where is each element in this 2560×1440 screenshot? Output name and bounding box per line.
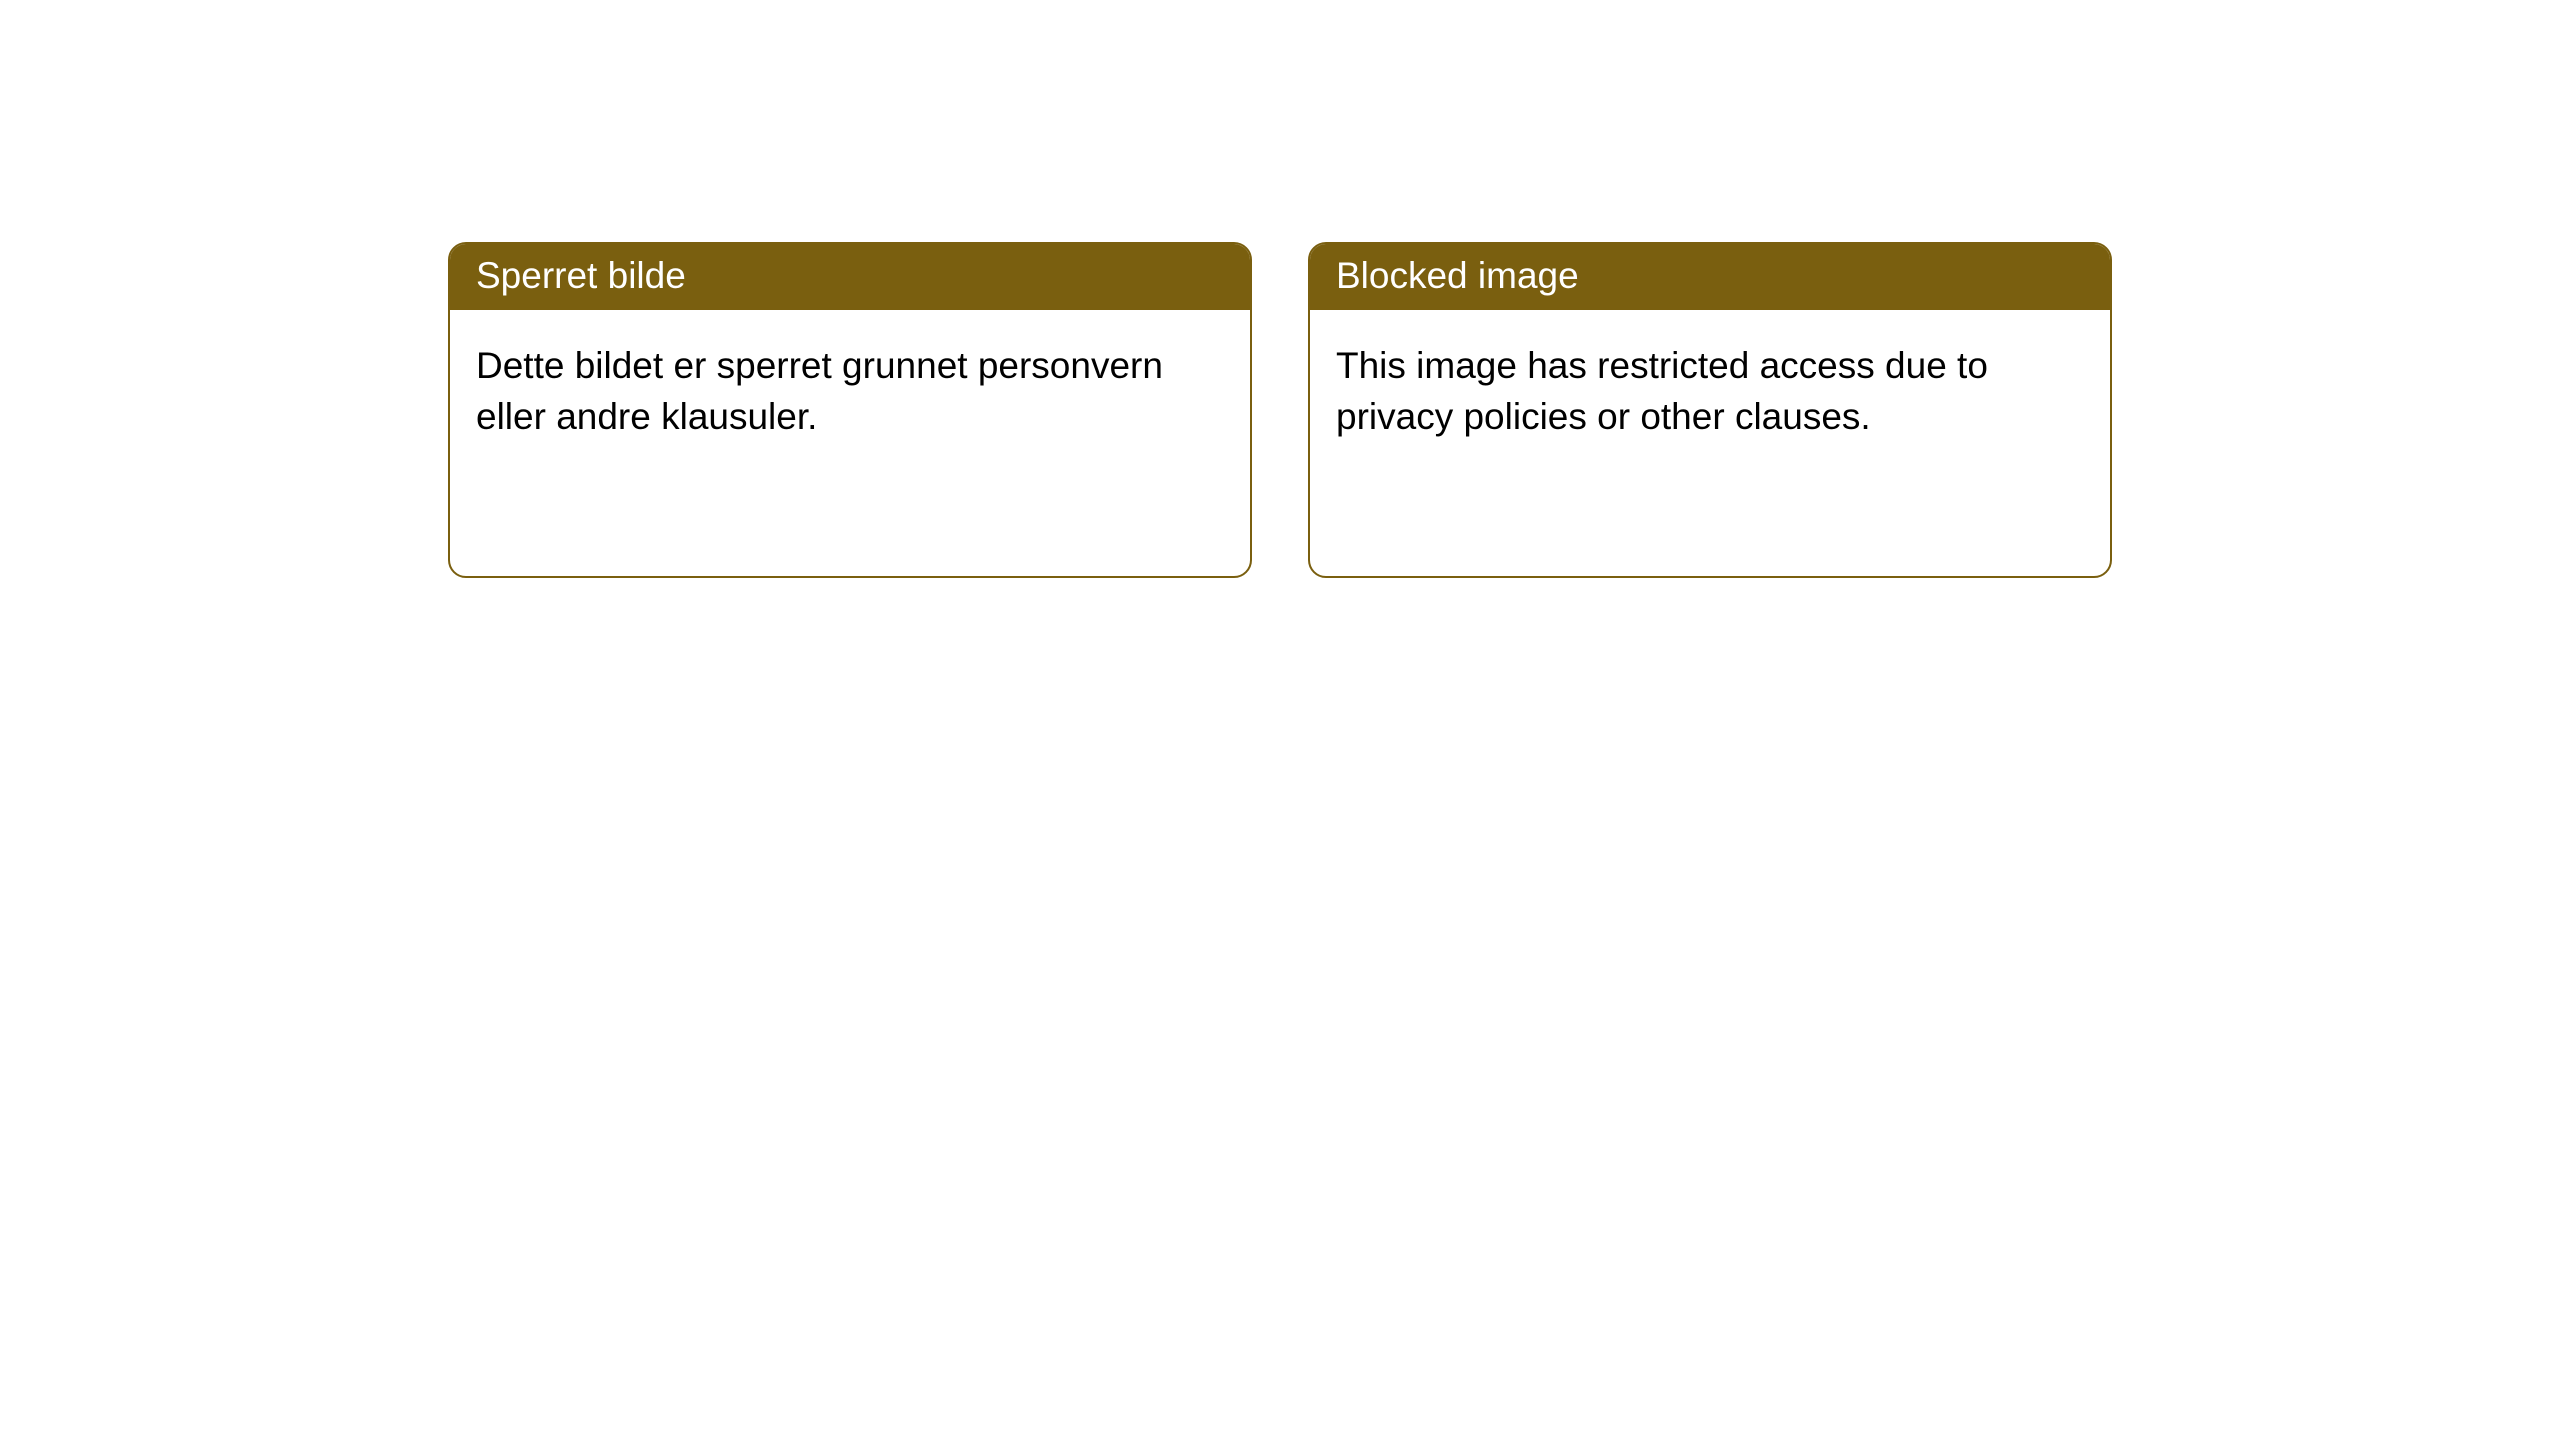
notice-english: Blocked image This image has restricted … bbox=[1308, 242, 2112, 578]
notice-english-body: This image has restricted access due to … bbox=[1310, 310, 2110, 472]
notice-container: Sperret bilde Dette bildet er sperret gr… bbox=[0, 0, 2560, 578]
notice-norwegian-title: Sperret bilde bbox=[476, 255, 686, 296]
notice-norwegian-body-text: Dette bildet er sperret grunnet personve… bbox=[476, 345, 1163, 437]
notice-norwegian: Sperret bilde Dette bildet er sperret gr… bbox=[448, 242, 1252, 578]
notice-norwegian-body: Dette bildet er sperret grunnet personve… bbox=[450, 310, 1250, 472]
notice-english-header: Blocked image bbox=[1310, 244, 2110, 310]
notice-norwegian-header: Sperret bilde bbox=[450, 244, 1250, 310]
notice-english-body-text: This image has restricted access due to … bbox=[1336, 345, 1988, 437]
notice-english-title: Blocked image bbox=[1336, 255, 1579, 296]
